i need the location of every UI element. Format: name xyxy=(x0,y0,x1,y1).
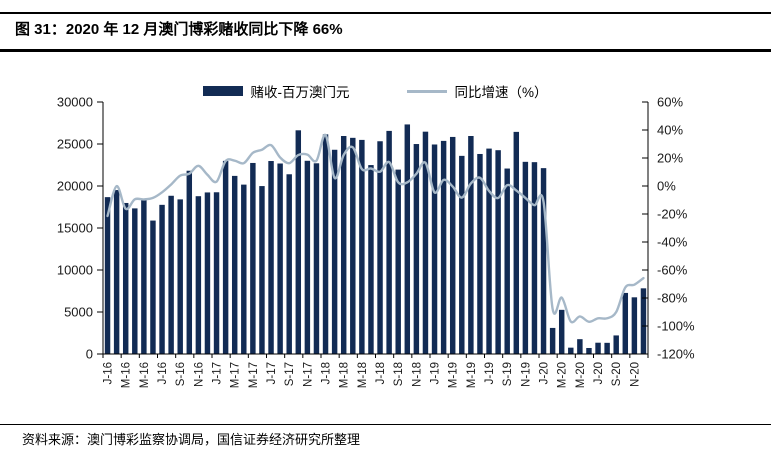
footer-rule xyxy=(0,424,771,425)
chart-plot: 0 5000 10000 15000 20000 25000 30000 -120% -100%… xyxy=(57,95,695,389)
svg-text:J-16: J-16 xyxy=(103,362,115,384)
svg-text:J-18: J-18 xyxy=(321,362,333,384)
svg-text:30000: 30000 xyxy=(57,95,93,110)
svg-text:0%: 0% xyxy=(657,179,676,194)
svg-text:-100%: -100% xyxy=(657,319,695,334)
svg-text:60%: 60% xyxy=(657,95,683,110)
svg-text:M-19: M-19 xyxy=(448,362,460,388)
svg-text:M-20: M-20 xyxy=(575,362,587,388)
svg-text:10000: 10000 xyxy=(57,263,93,278)
svg-text:15000: 15000 xyxy=(57,221,93,236)
svg-text:J-17: J-17 xyxy=(266,362,278,384)
svg-text:M-18: M-18 xyxy=(357,362,369,388)
svg-text:-60%: -60% xyxy=(657,263,688,278)
chart-legend: 赌收-百万澳门元 同比增速（%） xyxy=(103,81,648,101)
svg-text:S-16: S-16 xyxy=(175,362,187,386)
svg-text:J-19: J-19 xyxy=(430,362,442,384)
legend-item-growth: 同比增速（%） xyxy=(407,81,548,101)
title-bottom-rule xyxy=(0,49,771,52)
svg-text:20%: 20% xyxy=(657,151,683,166)
svg-text:M-17: M-17 xyxy=(248,362,260,388)
svg-text:N-19: N-19 xyxy=(520,362,532,387)
svg-text:S-19: S-19 xyxy=(502,362,514,386)
bar-series-label: 赌收-百万澳门元 xyxy=(250,85,350,100)
svg-text:J-18: J-18 xyxy=(375,362,387,384)
svg-text:M-18: M-18 xyxy=(339,362,351,388)
svg-text:M-19: M-19 xyxy=(466,362,478,388)
svg-text:-80%: -80% xyxy=(657,291,688,306)
svg-text:S-17: S-17 xyxy=(284,362,296,386)
svg-text:-120%: -120% xyxy=(657,347,695,362)
svg-text:N-20: N-20 xyxy=(629,362,641,387)
source-note: 资料来源：澳门博彩监察协调局，国信证券经济研究所整理 xyxy=(22,432,361,447)
svg-text:J-20: J-20 xyxy=(593,362,605,384)
svg-text:S-18: S-18 xyxy=(393,362,405,386)
svg-text:M-20: M-20 xyxy=(557,362,569,388)
line-series-label: 同比增速（%） xyxy=(454,85,548,100)
title-top-rule xyxy=(0,12,771,14)
legend-item-revenue: 赌收-百万澳门元 xyxy=(203,81,349,101)
svg-text:M-16: M-16 xyxy=(139,362,151,388)
svg-text:-40%: -40% xyxy=(657,235,688,250)
svg-text:5000: 5000 xyxy=(64,305,93,320)
svg-text:M-16: M-16 xyxy=(121,362,133,388)
svg-text:J-19: J-19 xyxy=(484,362,496,384)
svg-text:J-20: J-20 xyxy=(539,362,551,384)
svg-text:J-17: J-17 xyxy=(212,362,224,384)
svg-text:N-16: N-16 xyxy=(193,362,205,387)
svg-text:20000: 20000 xyxy=(57,179,93,194)
bar-series-swatch-icon xyxy=(203,86,244,96)
line-series-swatch-icon xyxy=(407,89,448,93)
svg-text:0: 0 xyxy=(86,347,93,362)
svg-text:S-20: S-20 xyxy=(611,362,623,386)
svg-text:N-17: N-17 xyxy=(302,362,314,387)
svg-text:N-18: N-18 xyxy=(411,362,423,387)
svg-text:M-17: M-17 xyxy=(230,362,242,388)
svg-text:-20%: -20% xyxy=(657,207,688,222)
svg-text:J-16: J-16 xyxy=(157,362,169,384)
figure-title: 图 31：2020 年 12 月澳门博彩赌收同比下降 66% xyxy=(15,21,343,38)
svg-text:25000: 25000 xyxy=(57,137,93,152)
svg-text:40%: 40% xyxy=(657,123,683,138)
